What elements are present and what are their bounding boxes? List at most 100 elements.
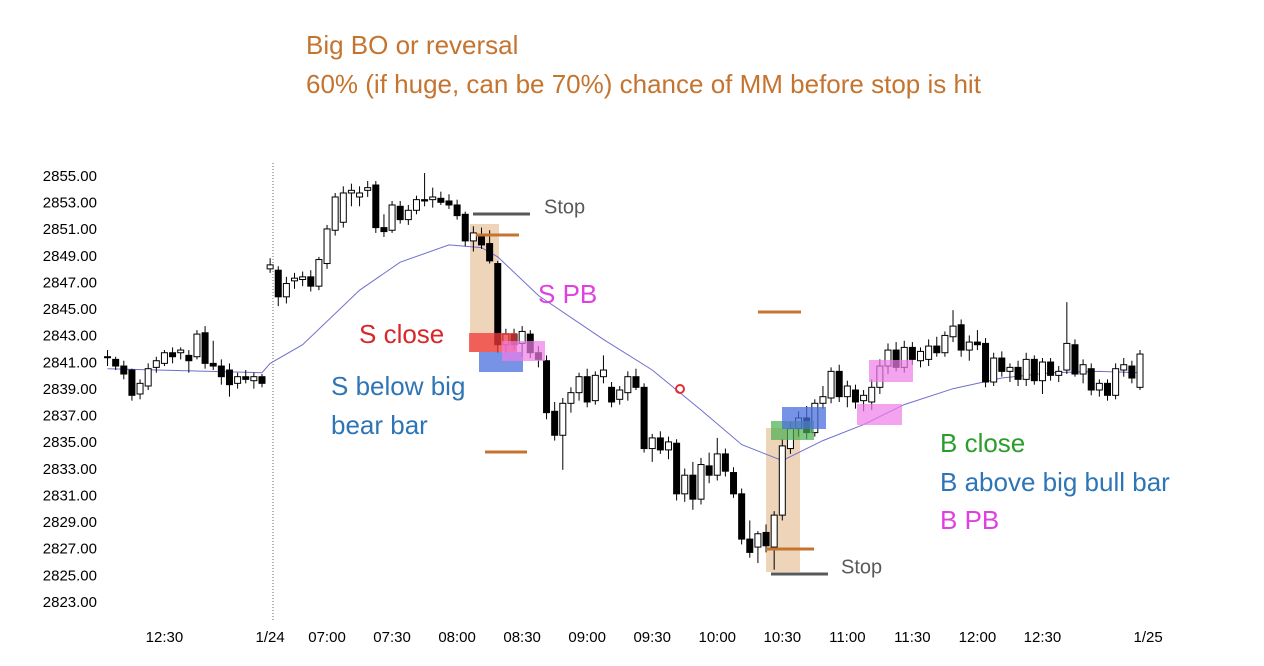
candle-body	[120, 365, 128, 375]
candle-body	[380, 227, 388, 233]
entry-zone	[782, 407, 826, 429]
candle-body	[908, 346, 916, 360]
y-tick-label: 2827.00	[43, 541, 97, 558]
annotation: B close	[940, 428, 1025, 458]
x-tick-label: 10:00	[698, 629, 736, 646]
candle-body	[738, 493, 746, 540]
candle-body	[567, 392, 575, 404]
candle-body	[925, 345, 933, 360]
candle-body	[437, 197, 445, 203]
candle-body	[1120, 364, 1128, 371]
candle-body	[851, 389, 859, 403]
entry-zone	[502, 341, 545, 361]
candle-body	[331, 196, 339, 231]
y-tick-label: 2831.00	[43, 487, 97, 504]
candle-body	[762, 531, 770, 547]
x-tick-label: 09:30	[633, 629, 671, 646]
candle-body	[201, 332, 209, 364]
y-tick-label: 2849.00	[43, 248, 97, 265]
candle-body	[266, 264, 274, 270]
candle-body	[128, 369, 136, 396]
candle-body	[543, 360, 551, 414]
candle-body	[234, 376, 242, 384]
title-line: 60% (if huge, can be 70%) chance of MM b…	[306, 69, 982, 99]
candle-body	[242, 376, 250, 380]
candle-body	[1095, 382, 1103, 391]
annotation: B PB	[940, 505, 999, 535]
y-tick-label: 2855.00	[43, 168, 97, 185]
candle-body	[1103, 382, 1111, 396]
annotation: bear bar	[331, 410, 428, 440]
candle-body	[965, 341, 973, 351]
candle-body	[1087, 368, 1095, 391]
ema-line	[107, 244, 1141, 462]
x-tick-label: 1/25	[1134, 629, 1163, 646]
candle-body	[144, 368, 152, 387]
candle-body	[152, 360, 160, 368]
candle-body	[1063, 342, 1071, 371]
candle-body	[315, 259, 323, 287]
candle-body	[1079, 364, 1087, 375]
candles	[104, 173, 1144, 570]
candle-body	[356, 192, 364, 198]
candle-body	[681, 474, 689, 495]
candle-body	[185, 354, 193, 362]
candle-body	[648, 437, 656, 450]
x-tick-label: 1/24	[256, 629, 285, 646]
candle-body	[429, 196, 437, 201]
candle-body	[713, 453, 721, 476]
candle-body	[404, 209, 412, 221]
candle-body	[860, 394, 868, 402]
candle-body	[656, 437, 664, 451]
candle-body	[486, 243, 494, 262]
candle-body	[998, 357, 1006, 372]
x-tick-label: 12:30	[1024, 629, 1062, 646]
candle-body	[843, 385, 851, 398]
candle-body	[445, 200, 453, 206]
candle-body	[372, 184, 380, 229]
candle-body	[664, 441, 672, 451]
candle-body	[730, 472, 738, 495]
candle-body	[1030, 358, 1038, 382]
candle-body	[689, 474, 697, 500]
candle-body	[778, 445, 786, 516]
candle-body	[982, 342, 990, 383]
candle-body	[559, 402, 567, 436]
candle-body	[1014, 366, 1022, 380]
x-tick-label: 12:30	[146, 629, 184, 646]
candle-body	[770, 514, 778, 548]
candle-body	[217, 365, 225, 378]
candle-body	[640, 386, 648, 450]
x-tick-label: 12:00	[959, 629, 997, 646]
candle-body	[291, 277, 299, 282]
annotation: Stop	[841, 556, 882, 578]
y-tick-label: 2833.00	[43, 461, 97, 478]
candle-body	[250, 376, 258, 382]
x-tick-label: 08:30	[503, 629, 541, 646]
y-tick-label: 2835.00	[43, 434, 97, 451]
candle-body	[494, 263, 502, 346]
candle-body	[1047, 361, 1055, 376]
x-tick-label: 10:30	[764, 629, 802, 646]
y-tick-label: 2839.00	[43, 381, 97, 398]
y-tick-label: 2845.00	[43, 301, 97, 318]
y-tick-label: 2841.00	[43, 354, 97, 371]
candle-body	[599, 369, 607, 378]
candle-body	[591, 374, 599, 402]
candle-body	[209, 362, 217, 367]
x-tick-label: 07:30	[373, 629, 411, 646]
candle-body	[624, 376, 632, 394]
candle-body	[1038, 361, 1046, 382]
candle-body	[673, 442, 681, 495]
candle-body	[990, 357, 998, 383]
candle-body	[1136, 353, 1144, 388]
candle-body	[616, 389, 624, 400]
candle-body	[754, 533, 762, 548]
candle-body	[949, 325, 957, 338]
candle-body	[136, 382, 144, 395]
candle-body	[112, 358, 120, 367]
candle-body	[160, 352, 168, 364]
candle-body	[1006, 366, 1014, 372]
